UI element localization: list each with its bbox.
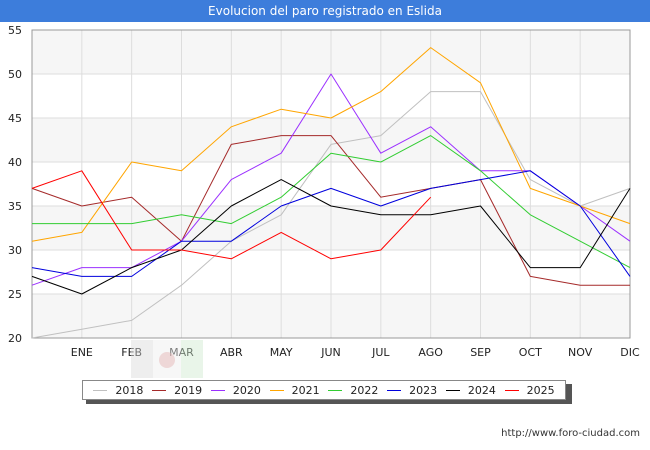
legend-label: 2019 (174, 383, 203, 397)
legend-swatch (269, 389, 284, 391)
x-tick-label: AGO (418, 346, 443, 359)
series-line-2025 (31, 170, 432, 260)
legend-swatch (504, 389, 519, 391)
legend-swatch (152, 389, 167, 391)
series-line-2022 (32, 135, 631, 269)
legend: 2018 2019 2020 2021 2022 2023 2024 2025 (82, 380, 566, 400)
legend-label: 2022 (350, 383, 379, 397)
legend-label: 2020 (232, 383, 261, 397)
series-line-2023 (31, 170, 631, 277)
x-tick-label: MAR (169, 346, 194, 359)
series-lines (31, 47, 631, 339)
legend-item-2022: 2022 (328, 384, 378, 397)
series-line-2018 (31, 91, 631, 339)
y-tick-label: 35 (8, 200, 22, 213)
x-tick-label: JUL (371, 346, 390, 359)
y-axis-ticks: 20 25 30 35 40 45 50 55 (8, 24, 22, 345)
y-tick-label: 50 (8, 68, 22, 81)
legend-item-2023: 2023 (387, 384, 437, 397)
x-tick-label: ENE (71, 346, 93, 359)
legend-label: 2024 (467, 383, 496, 397)
legend-label: 2021 (291, 383, 320, 397)
x-tick-label: MAY (270, 346, 293, 359)
legend-swatch (445, 389, 460, 391)
series-line-2019 (31, 135, 630, 286)
y-tick-label: 55 (8, 24, 22, 37)
y-tick-label: 40 (8, 156, 22, 169)
x-tick-label: NOV (568, 346, 593, 359)
legend-label: 2018 (115, 383, 144, 397)
legend-item-2021: 2021 (269, 383, 320, 397)
legend-label: 2023 (409, 383, 438, 397)
y-tick-label: 30 (8, 244, 22, 257)
legend-item-2020: 2020 (210, 383, 261, 397)
x-tick-label: FEB (121, 346, 142, 359)
x-tick-label: JUN (320, 346, 341, 359)
y-tick-label: 25 (8, 288, 22, 301)
legend-swatch (328, 389, 343, 391)
x-axis-ticks: ENE FEB MAR ABR MAY JUN JUL AGO SEP OCT NOV DIC (71, 346, 640, 359)
x-tick-label: DIC (620, 346, 640, 359)
plot-frame (31, 29, 631, 339)
legend-item-2024: 2024 (445, 383, 496, 397)
legend-label: 2025 (526, 383, 555, 397)
legend-swatch (387, 389, 402, 391)
legend-item-2018: 2018 (93, 384, 143, 397)
series-line-2024 (31, 179, 631, 295)
x-tick-label: ABR (220, 346, 243, 359)
legend-item-2019: 2019 (152, 384, 202, 397)
y-tick-label: 45 (8, 112, 22, 125)
legend-item-2025: 2025 (504, 383, 555, 397)
footer-url[interactable]: http://www.foro-ciudad.com (501, 428, 640, 439)
x-tick-label: SEP (470, 346, 491, 359)
series-line-2021 (31, 47, 631, 242)
chart-title: Evolucion del paro registrado en Eslida (0, 0, 650, 22)
watermark-logo (131, 340, 203, 378)
legend-swatch (93, 389, 108, 391)
y-tick-label: 20 (8, 332, 22, 345)
x-tick-label: OCT (519, 346, 542, 359)
legend-swatch (210, 389, 225, 391)
